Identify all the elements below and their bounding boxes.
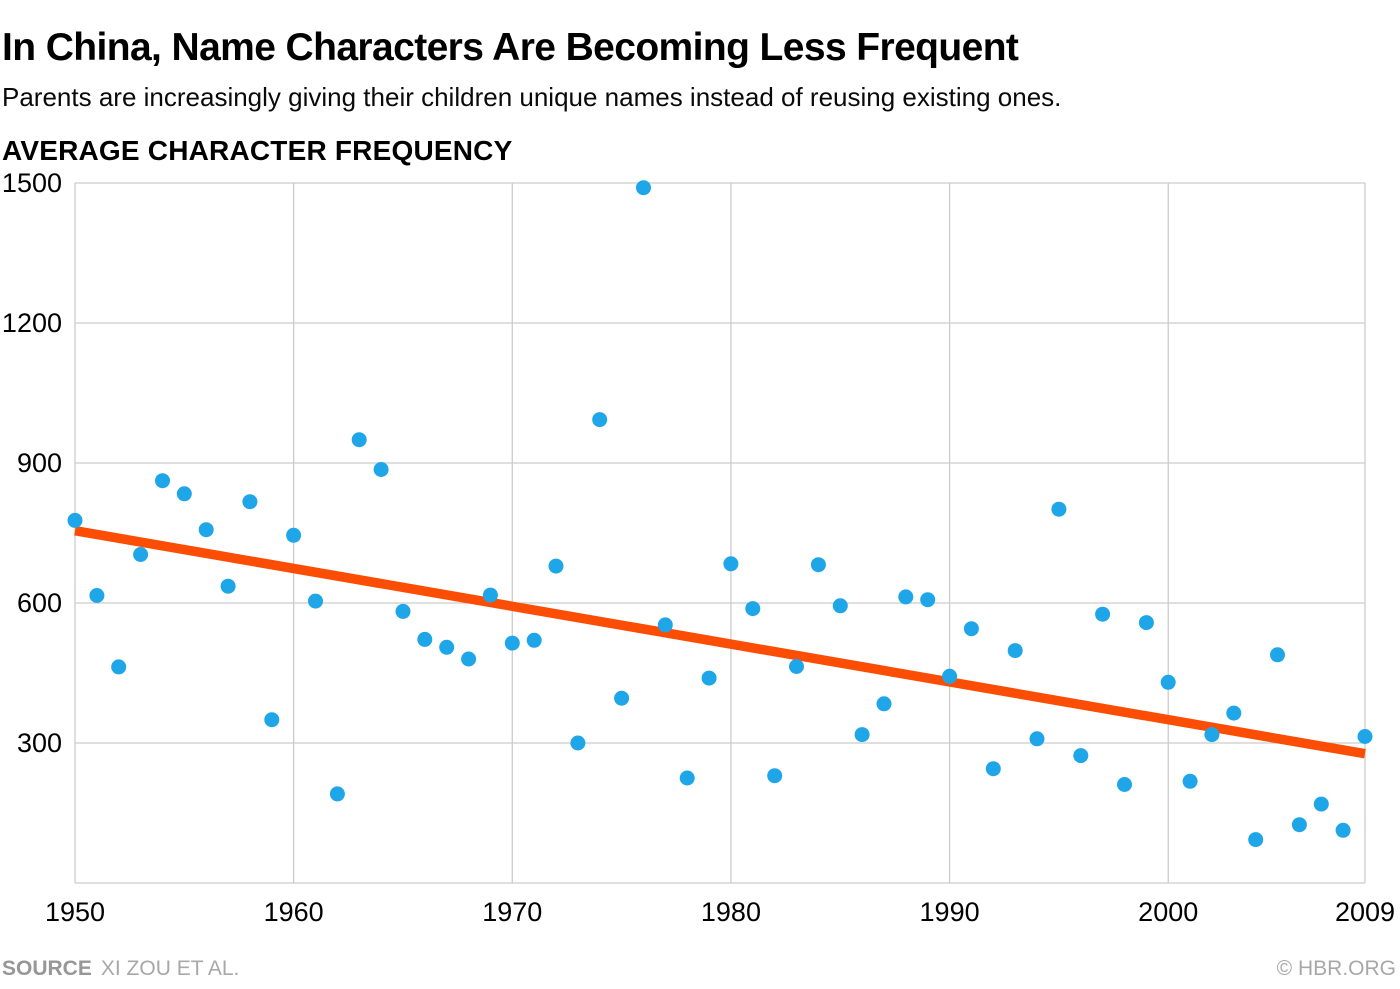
data-point <box>461 651 477 667</box>
x-tick-label: 1990 <box>920 897 980 927</box>
data-point <box>1226 705 1242 721</box>
data-point <box>198 522 214 538</box>
y-axis-labels: 300 600 900 1200 1500 <box>2 168 62 758</box>
data-point <box>286 527 302 543</box>
page-title: In China, Name Characters Are Becoming L… <box>2 26 1019 70</box>
data-point <box>985 761 1001 777</box>
data-point <box>1095 606 1111 622</box>
data-point <box>220 578 236 594</box>
x-tick-label: 2000 <box>1138 897 1198 927</box>
source-note: SOURCE XI ZOU ET AL. <box>2 957 239 981</box>
data-point <box>942 668 958 684</box>
data-point <box>1073 748 1089 764</box>
data-point <box>723 556 739 572</box>
data-point <box>1117 777 1132 792</box>
data-point <box>745 601 761 617</box>
data-point <box>89 588 105 603</box>
data-point <box>963 621 979 637</box>
y-tick-label: 1500 <box>2 168 62 198</box>
source-label: SOURCE <box>2 957 92 980</box>
data-point <box>592 412 608 428</box>
y-tick-label: 1200 <box>2 308 62 338</box>
y-tick-label: 600 <box>17 588 62 618</box>
data-point <box>920 592 936 608</box>
data-point <box>1007 643 1023 659</box>
data-point <box>133 547 149 562</box>
data-point <box>439 639 455 655</box>
data-point <box>329 786 345 802</box>
data-point <box>155 473 170 489</box>
data-point <box>504 635 520 651</box>
data-point <box>657 617 673 633</box>
data-point <box>810 557 826 573</box>
data-points <box>67 180 1373 848</box>
data-point <box>417 631 433 647</box>
data-point <box>242 494 258 510</box>
y-tick-label: 900 <box>17 448 62 478</box>
data-point <box>614 690 630 706</box>
data-point <box>1029 731 1045 747</box>
data-point <box>176 486 192 502</box>
data-point <box>264 712 280 728</box>
data-point <box>67 512 83 528</box>
data-point <box>1204 727 1220 743</box>
data-point <box>1051 501 1067 517</box>
y-tick-label: 300 <box>17 728 62 758</box>
data-point <box>1270 647 1285 663</box>
trend-line <box>74 525 1366 759</box>
data-point <box>701 670 717 686</box>
x-axis-labels: 1950 1960 1970 1980 1990 2000 2009 <box>45 897 1395 927</box>
data-point <box>789 659 804 674</box>
data-point <box>1291 817 1307 833</box>
data-point <box>1335 822 1351 838</box>
data-point <box>308 593 323 609</box>
data-point <box>876 696 892 712</box>
data-point <box>395 603 411 619</box>
data-point <box>526 632 542 648</box>
data-point <box>898 589 914 605</box>
data-point <box>636 180 651 196</box>
page-subtitle: Parents are increasingly giving their ch… <box>2 82 1062 112</box>
data-point <box>570 735 586 751</box>
data-point <box>854 727 870 743</box>
data-point <box>1138 615 1154 631</box>
data-point <box>1160 674 1176 690</box>
x-tick-label: 1960 <box>264 897 324 927</box>
data-point <box>373 462 389 477</box>
data-point <box>832 598 848 614</box>
data-point <box>351 432 367 448</box>
data-point <box>482 587 498 603</box>
data-point <box>111 659 127 675</box>
data-point <box>548 558 564 574</box>
data-point <box>679 770 695 786</box>
x-tick-label: 2009 <box>1335 897 1395 927</box>
x-tick-label: 1980 <box>701 897 761 927</box>
source-value: XI ZOU ET AL. <box>100 957 240 980</box>
data-point <box>1313 796 1329 812</box>
y-axis-title: AVERAGE CHARACTER FREQUENCY <box>2 135 513 166</box>
gridlines <box>74 182 1366 884</box>
data-point <box>1182 773 1198 789</box>
data-point <box>1357 729 1373 744</box>
copyright-note: © HBR.ORG <box>1276 957 1396 980</box>
data-point <box>767 768 783 784</box>
x-tick-label: 1970 <box>482 897 542 927</box>
data-point <box>1248 832 1264 848</box>
x-tick-label: 1950 <box>45 897 105 927</box>
